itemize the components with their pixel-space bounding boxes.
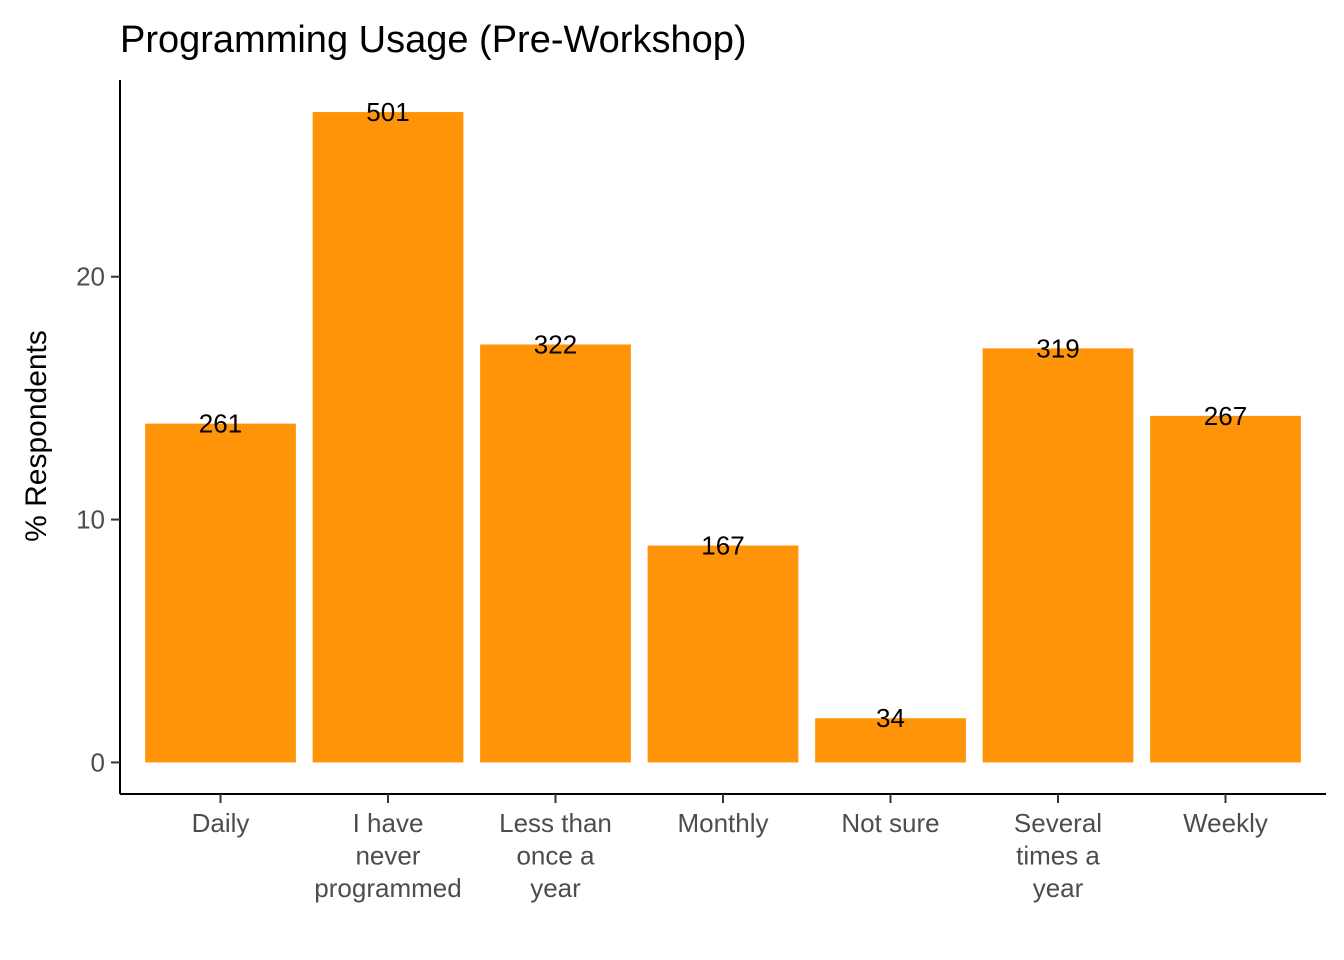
bar-value-label: 319 — [1036, 333, 1079, 363]
x-tick-label: Not sure — [841, 808, 939, 838]
y-axis: 0 10 20 — [76, 80, 121, 794]
bar — [312, 112, 464, 763]
y-axis-title: % Respondents — [20, 330, 53, 542]
bar — [145, 423, 296, 763]
bar-value-label: 34 — [876, 703, 905, 733]
bar — [1150, 415, 1301, 763]
x-tick-label: I have never programmed — [314, 808, 461, 903]
bar-value-label: 322 — [534, 329, 577, 359]
x-tick-label: Several times a year — [1014, 808, 1102, 903]
bar — [647, 545, 799, 763]
bar — [815, 718, 966, 763]
data-labels-layer: 261 501 322 167 34 319 267 — [199, 97, 1247, 733]
bar — [480, 344, 631, 763]
bar-value-label: 267 — [1204, 401, 1247, 431]
bars-layer — [145, 112, 1301, 763]
y-tick-label: 0 — [91, 747, 105, 777]
x-tick-label: Monthly — [677, 808, 768, 838]
x-tick-label: Less than once a year — [499, 808, 612, 903]
x-tick-label: Weekly — [1183, 808, 1268, 838]
bar-value-label: 261 — [199, 409, 242, 439]
y-tick-label: 10 — [76, 505, 105, 535]
y-tick-label: 20 — [76, 262, 105, 292]
x-tick-label: Daily — [192, 808, 250, 838]
bar-value-label: 167 — [701, 531, 744, 561]
x-axis: Daily I have never programmed Less than once … — [120, 793, 1326, 903]
chart-title: Programming Usage (Pre-Workshop) — [120, 19, 747, 61]
bar — [982, 348, 1134, 763]
bar-value-label: 501 — [366, 97, 409, 127]
